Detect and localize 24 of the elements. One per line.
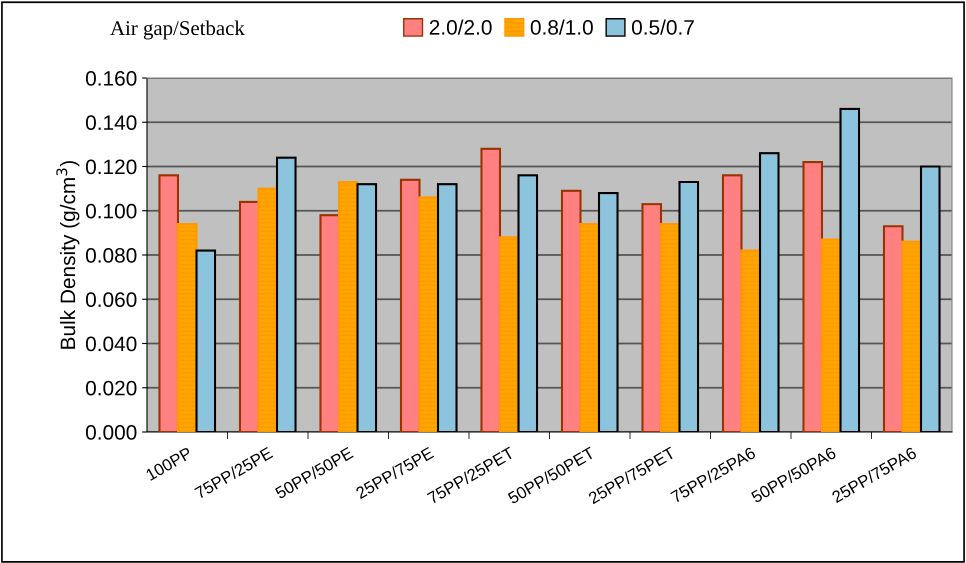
bar: [560, 190, 582, 432]
legend-label: 2.0/2.0: [430, 19, 492, 35]
y-tick-label: 0.060: [86, 292, 136, 308]
bar: [641, 203, 662, 432]
bar: [400, 178, 421, 432]
bar: [338, 180, 359, 432]
y-tick-label: 0.020: [86, 380, 136, 396]
y-tick-label: 0.040: [86, 336, 136, 352]
y-tick-label: 0.000: [86, 425, 136, 440]
bar: [802, 161, 824, 432]
legend-label: 0.8/1.0: [530, 19, 593, 35]
legend-title: Air gap/Setback: [110, 20, 245, 40]
bar: [158, 174, 180, 432]
bar: [176, 222, 198, 432]
bar: [882, 225, 904, 432]
y-tick-label: 0.160: [86, 71, 136, 86]
bar: [722, 174, 743, 432]
y-axis-title: Bulk Density (g/cm$^{3}$): [56, 161, 80, 349]
legend-label: 0.5/0.7: [632, 19, 694, 35]
y-tick-label: 0.140: [86, 115, 136, 130]
y-tick-label: 0.120: [86, 160, 136, 174]
y-tick-label: 0.100: [86, 204, 136, 219]
bar: [480, 148, 502, 432]
y-tick-label: 0.080: [86, 248, 136, 263]
